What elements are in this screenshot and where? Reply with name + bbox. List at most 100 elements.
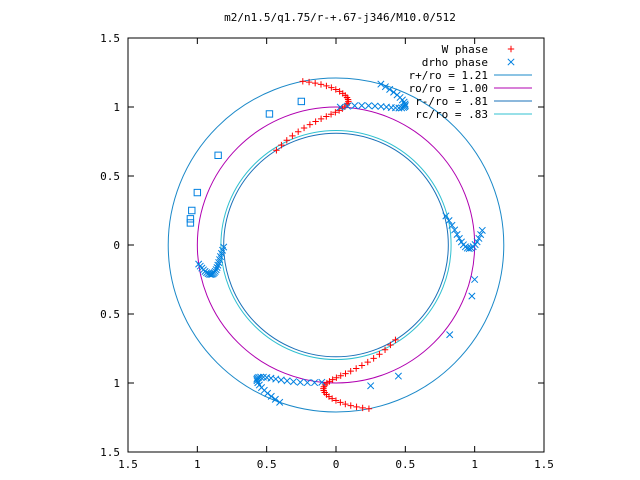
legend-marker	[507, 45, 515, 53]
W-phase-point	[392, 336, 399, 344]
drho-phase-point	[296, 378, 304, 386]
drho-phase-point	[465, 244, 473, 253]
W-phase-point	[332, 397, 340, 404]
drho-outlier-point	[394, 372, 402, 380]
W-phase-point	[370, 355, 377, 362]
x-tick-label: 1.5	[118, 458, 138, 471]
legend-label: W phase	[442, 43, 488, 56]
square-point	[265, 110, 274, 118]
W-phase-point	[294, 128, 302, 135]
drho-phase-point	[371, 102, 379, 110]
square-point	[214, 151, 222, 159]
W-phase-point	[376, 351, 383, 358]
W-phase-point	[387, 341, 394, 349]
W-phase-point	[364, 358, 371, 366]
W-phase-point	[347, 402, 354, 409]
data-points	[186, 78, 486, 412]
drho-outlier-point	[367, 382, 375, 390]
W-phase-point	[278, 141, 285, 149]
drho-outlier-point	[471, 275, 479, 284]
drho-phase-point	[267, 392, 275, 400]
W-phase-point	[289, 132, 296, 140]
drho-phase-point	[475, 234, 483, 242]
legend-label: drho phase	[422, 56, 488, 69]
W-phase-point	[311, 79, 319, 87]
drho-phase-point	[253, 377, 261, 385]
y-tick-label: 1.5	[100, 446, 120, 459]
drho-phase-point	[311, 379, 319, 387]
drho-phase-point	[195, 260, 203, 268]
W-phase-point	[337, 372, 344, 379]
W-phase-point	[352, 365, 360, 372]
drho-phase-point	[343, 102, 352, 110]
circle-r-1	[196, 106, 476, 384]
W-phase-point	[323, 113, 330, 120]
W-phase-point	[305, 78, 313, 86]
drho-phase-point	[445, 217, 453, 225]
y-ticks: 1.5 1 0.5 0 0.5 1 1.5	[100, 32, 544, 459]
x-tick-label: 1	[194, 458, 201, 471]
circle-r-0-83	[220, 129, 452, 361]
W-phase-point	[342, 400, 349, 408]
W-phase-point	[312, 118, 319, 125]
W-phase-point	[299, 78, 306, 85]
drho-phase-point	[477, 230, 485, 239]
x-tick-label: 0	[333, 458, 340, 471]
y-tick-label: 1.5	[100, 32, 120, 45]
legend-label: ro/ro = 1.00	[409, 82, 488, 95]
x-ticks: 1.5 1 0.5 0 0.5 1 1.5	[118, 38, 554, 471]
y-tick-label: 1	[113, 101, 120, 114]
legend-label: rc/ro = .83	[415, 108, 488, 121]
drho-phase-point	[358, 101, 366, 110]
W-phase-point	[342, 370, 349, 377]
W-phase-point	[328, 84, 335, 91]
W-phase-point	[327, 111, 335, 118]
drho-phase-point	[391, 104, 400, 112]
W-phase-point	[300, 124, 308, 132]
drho-outlier-point	[468, 292, 476, 300]
x-tick-label: 0.5	[395, 458, 415, 471]
drho-phase-point	[364, 102, 373, 110]
drho-phase-point	[390, 88, 398, 96]
W-phase-point	[336, 88, 343, 95]
square-point	[186, 219, 195, 227]
drho-phase-point	[401, 100, 409, 108]
W-phase-point	[323, 82, 330, 90]
x-tick-label: 1.5	[534, 458, 554, 471]
drho-phase-point	[303, 379, 311, 387]
drho-phase-point	[351, 102, 359, 110]
square-point	[193, 188, 202, 197]
drho-outlier-point	[446, 331, 454, 339]
W-phase-point	[317, 115, 325, 123]
W-phase-point	[353, 403, 360, 411]
W-phase-point	[381, 346, 389, 353]
W-phase-point	[358, 362, 366, 369]
drho-phase-point	[336, 103, 344, 111]
drho-phase-point	[442, 212, 450, 220]
legend-marker	[507, 58, 515, 66]
y-tick-label: 1	[113, 377, 120, 390]
drho-phase-point	[377, 80, 385, 88]
W-phase-point	[328, 395, 336, 402]
W-phase-point	[347, 367, 354, 375]
y-tick-label: 0.5	[100, 170, 120, 183]
x-tick-label: 1	[471, 458, 478, 471]
W-phase-point	[337, 399, 344, 406]
x-tick-label: 0.5	[257, 458, 277, 471]
W-phase-point	[333, 374, 340, 381]
drho-phase-point	[276, 398, 284, 406]
drho-phase-point	[451, 226, 459, 234]
W-phase-point	[365, 405, 373, 412]
drho-phase-point	[386, 85, 394, 94]
W-phase-point	[332, 86, 339, 93]
square-point	[188, 206, 196, 215]
drho-phase-point	[289, 378, 298, 386]
circle-r-0-81	[223, 132, 449, 358]
drho-phase-point	[263, 389, 272, 397]
W-phase-point	[283, 137, 290, 144]
drho-phase-point	[473, 238, 481, 246]
drho-phase-point	[318, 378, 326, 386]
drho-phase-point	[448, 221, 456, 229]
